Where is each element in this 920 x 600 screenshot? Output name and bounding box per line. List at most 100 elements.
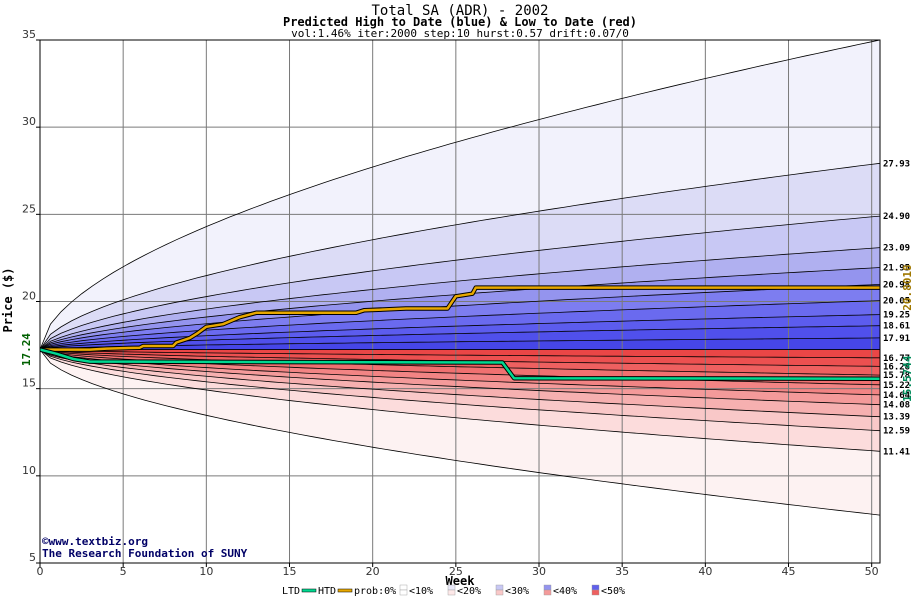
series-htd-line <box>40 286 880 351</box>
y-tick-label-20: 20 <box>22 290 36 303</box>
credit-website: ©www.textbiz.org <box>42 535 148 548</box>
low-band-2 <box>40 349 880 431</box>
legend-prob-label: prob:0% <box>354 586 396 597</box>
quantile-line-9 <box>40 337 880 350</box>
chart-params: vol:1.46% iter:2000 step:10 hurst:0.57 d… <box>291 27 629 40</box>
low-band-0 <box>40 349 880 516</box>
end-label-12.59: 12.59 <box>883 427 910 437</box>
chart-subtitle: Predicted High to Date (blue) & Low to D… <box>283 15 637 29</box>
x-tick-label-20: 20 <box>366 565 380 578</box>
series-end-label-ltd: 15.5744 <box>901 355 914 402</box>
legend-ltd-swatch <box>301 588 317 593</box>
end-label-15.78: 15.78 <box>883 371 910 381</box>
high-band-5 <box>40 284 880 350</box>
end-label-20.05: 20.05 <box>883 297 910 307</box>
low-band-5 <box>40 349 880 395</box>
high-band-0 <box>40 40 880 350</box>
quantile-line-14 <box>40 349 880 418</box>
value-labels: 27.93 24.90 23.09 21.95 20.98 20.05 19.2518.61… <box>20 159 914 457</box>
quantile-line-6 <box>40 300 880 350</box>
low-band-8 <box>40 349 880 367</box>
x-tick-label-25: 25 <box>449 565 463 578</box>
end-label-19.25: 19.25 <box>883 311 910 321</box>
legend-swatch-red-3 <box>543 589 552 596</box>
quantile-line-20 <box>40 349 880 359</box>
end-label-15.22: 15.22 <box>883 381 910 391</box>
quantile-line-13 <box>40 349 880 432</box>
legend-swatch-red-1 <box>447 589 456 596</box>
end-label-23.09: 23.09 <box>883 244 910 254</box>
end-label-16.77: 16.77 <box>883 354 910 364</box>
x-tick-label-40: 40 <box>698 565 712 578</box>
low-band-4 <box>40 349 880 405</box>
legend-swatch-red-4 <box>591 589 600 596</box>
legend-swatch-blue-2 <box>495 584 504 591</box>
quantile-line-5 <box>40 284 880 350</box>
legend-swatch-blue-0 <box>399 584 408 591</box>
series-end-label-htd: 20.8018 <box>901 264 914 310</box>
end-label-11.41: 11.41 <box>883 447 910 457</box>
legend-swatch-blue-3 <box>543 584 552 591</box>
quantile-line-2 <box>40 215 880 350</box>
quantile-line-11 <box>40 349 880 516</box>
high-band-7 <box>40 314 880 350</box>
high-band-2 <box>40 216 880 350</box>
quantile-line-15 <box>40 349 880 406</box>
end-label-27.93: 27.93 <box>883 159 910 169</box>
x-tick-label-0: 0 <box>37 565 44 578</box>
series-lines <box>39 285 881 381</box>
end-label-24.90: 24.90 <box>883 212 910 222</box>
end-label-20.98: 20.98 <box>883 280 910 290</box>
legend-swatch-blue-4 <box>591 584 600 591</box>
end-label-14.64: 14.64 <box>883 391 911 401</box>
y-tick-label-30: 30 <box>22 115 36 128</box>
legend-item-1: <20% <box>457 586 481 597</box>
legend: LTD HTD prob:0% <10% <20% <30% <40% <50% <box>282 584 625 597</box>
quantile-line-18 <box>40 349 880 376</box>
end-label-16.28: 16.28 <box>883 362 910 372</box>
quantile-line-1 <box>40 162 880 350</box>
low-band-1 <box>40 349 880 452</box>
end-label-17.91: 17.91 <box>883 334 910 344</box>
end-label-21.95: 21.95 <box>883 264 910 274</box>
x-tick-label-45: 45 <box>782 565 796 578</box>
y-tick-label-15: 15 <box>22 377 36 390</box>
y-tick-label-10: 10 <box>22 464 36 477</box>
high-band-8 <box>40 325 880 350</box>
legend-swatch-red-0 <box>399 589 408 596</box>
quantile-line-3 <box>40 247 880 350</box>
end-label-13.39: 13.39 <box>883 413 910 423</box>
low-band-3 <box>40 349 880 417</box>
legend-item-4: <50% <box>601 586 625 597</box>
quantile-line-16 <box>40 349 880 396</box>
quantile-line-7 <box>40 314 880 350</box>
legend-swatch-red-2 <box>495 589 504 596</box>
x-tick-label-30: 30 <box>532 565 546 578</box>
y-tick-label-25: 25 <box>22 202 36 215</box>
x-tick-label-35: 35 <box>615 565 629 578</box>
credit-foundation: The Research Foundation of SUNY <box>42 547 248 560</box>
end-label-18.61: 18.61 <box>883 322 910 332</box>
chart-title: Total SA (ADR) - 2002 <box>371 3 548 19</box>
quantile-line-0 <box>40 40 880 350</box>
x-tick-label-15: 15 <box>283 565 297 578</box>
high-band-1 <box>40 163 880 350</box>
x-tick-label-5: 5 <box>120 565 127 578</box>
legend-ltd-label: LTD <box>282 586 300 597</box>
start-price-label: 17.24 <box>20 333 33 366</box>
series-ltd-line <box>39 348 881 380</box>
legend-htd-label: HTD <box>318 586 336 597</box>
x-axis-label: Week <box>446 574 476 588</box>
low-band-9 <box>40 349 880 358</box>
high-band-3 <box>40 247 880 350</box>
y-tick-label-35: 35 <box>22 28 36 41</box>
legend-item-2: <30% <box>505 586 529 597</box>
quantile-line-12 <box>40 349 880 452</box>
y-tick-label-5: 5 <box>29 551 36 564</box>
legend-swatch-blue-1 <box>447 584 456 591</box>
y-axis-label: Price ($) <box>1 267 15 332</box>
x-tick-label-10: 10 <box>199 565 213 578</box>
legend-item-3: <40% <box>553 586 577 597</box>
